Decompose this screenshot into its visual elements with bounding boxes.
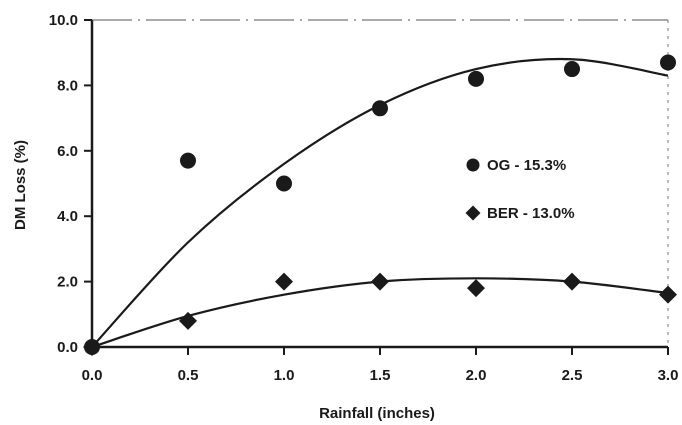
ber-point [659, 285, 677, 304]
og-point [180, 152, 196, 169]
og-point [372, 100, 388, 117]
legend-og-label: OG - 15.3% [487, 157, 566, 174]
x-tick-label: 3.0 [658, 367, 679, 384]
y-tick-label: 0.0 [57, 339, 78, 356]
y-tick-label: 8.0 [57, 77, 78, 94]
og-point [468, 70, 484, 87]
y-axis-ticks: 0.0 2.0 4.0 6.0 8.0 10.0 [49, 12, 92, 356]
x-axis-title: Rainfall (inches) [319, 405, 435, 422]
ber-point [467, 279, 485, 298]
legend-og-marker [466, 158, 480, 172]
y-tick-label: 10.0 [49, 12, 78, 29]
y-tick-label: 4.0 [57, 208, 78, 225]
og-point [564, 61, 580, 78]
og-point [276, 175, 292, 192]
ber-point [563, 272, 581, 291]
x-tick-label: 1.0 [274, 367, 295, 384]
x-axis-ticks: 0.0 0.5 1.0 1.5 2.0 2.5 3.0 [82, 347, 679, 384]
plot-frame [90, 19, 669, 349]
y-axis-title: DM Loss (%) [12, 140, 29, 230]
og-point [660, 54, 676, 71]
legend: OG - 15.3% BER - 13.0% [465, 157, 575, 222]
ber-point [179, 311, 197, 330]
ber-point [83, 338, 101, 356]
og-trend-line [91, 57, 669, 348]
legend-ber-label: BER - 13.0% [487, 205, 575, 222]
y-tick-label: 6.0 [57, 143, 78, 160]
x-tick-label: 1.5 [370, 367, 391, 384]
data-markers [83, 54, 677, 356]
x-tick-label: 0.5 [178, 367, 199, 384]
ber-point [275, 272, 293, 291]
x-tick-label: 2.0 [466, 367, 487, 384]
y-tick-label: 2.0 [57, 274, 78, 291]
legend-ber-marker [465, 205, 481, 221]
x-tick-label: 2.5 [562, 367, 583, 384]
ber-point [371, 272, 389, 291]
x-tick-label: 0.0 [82, 367, 103, 384]
